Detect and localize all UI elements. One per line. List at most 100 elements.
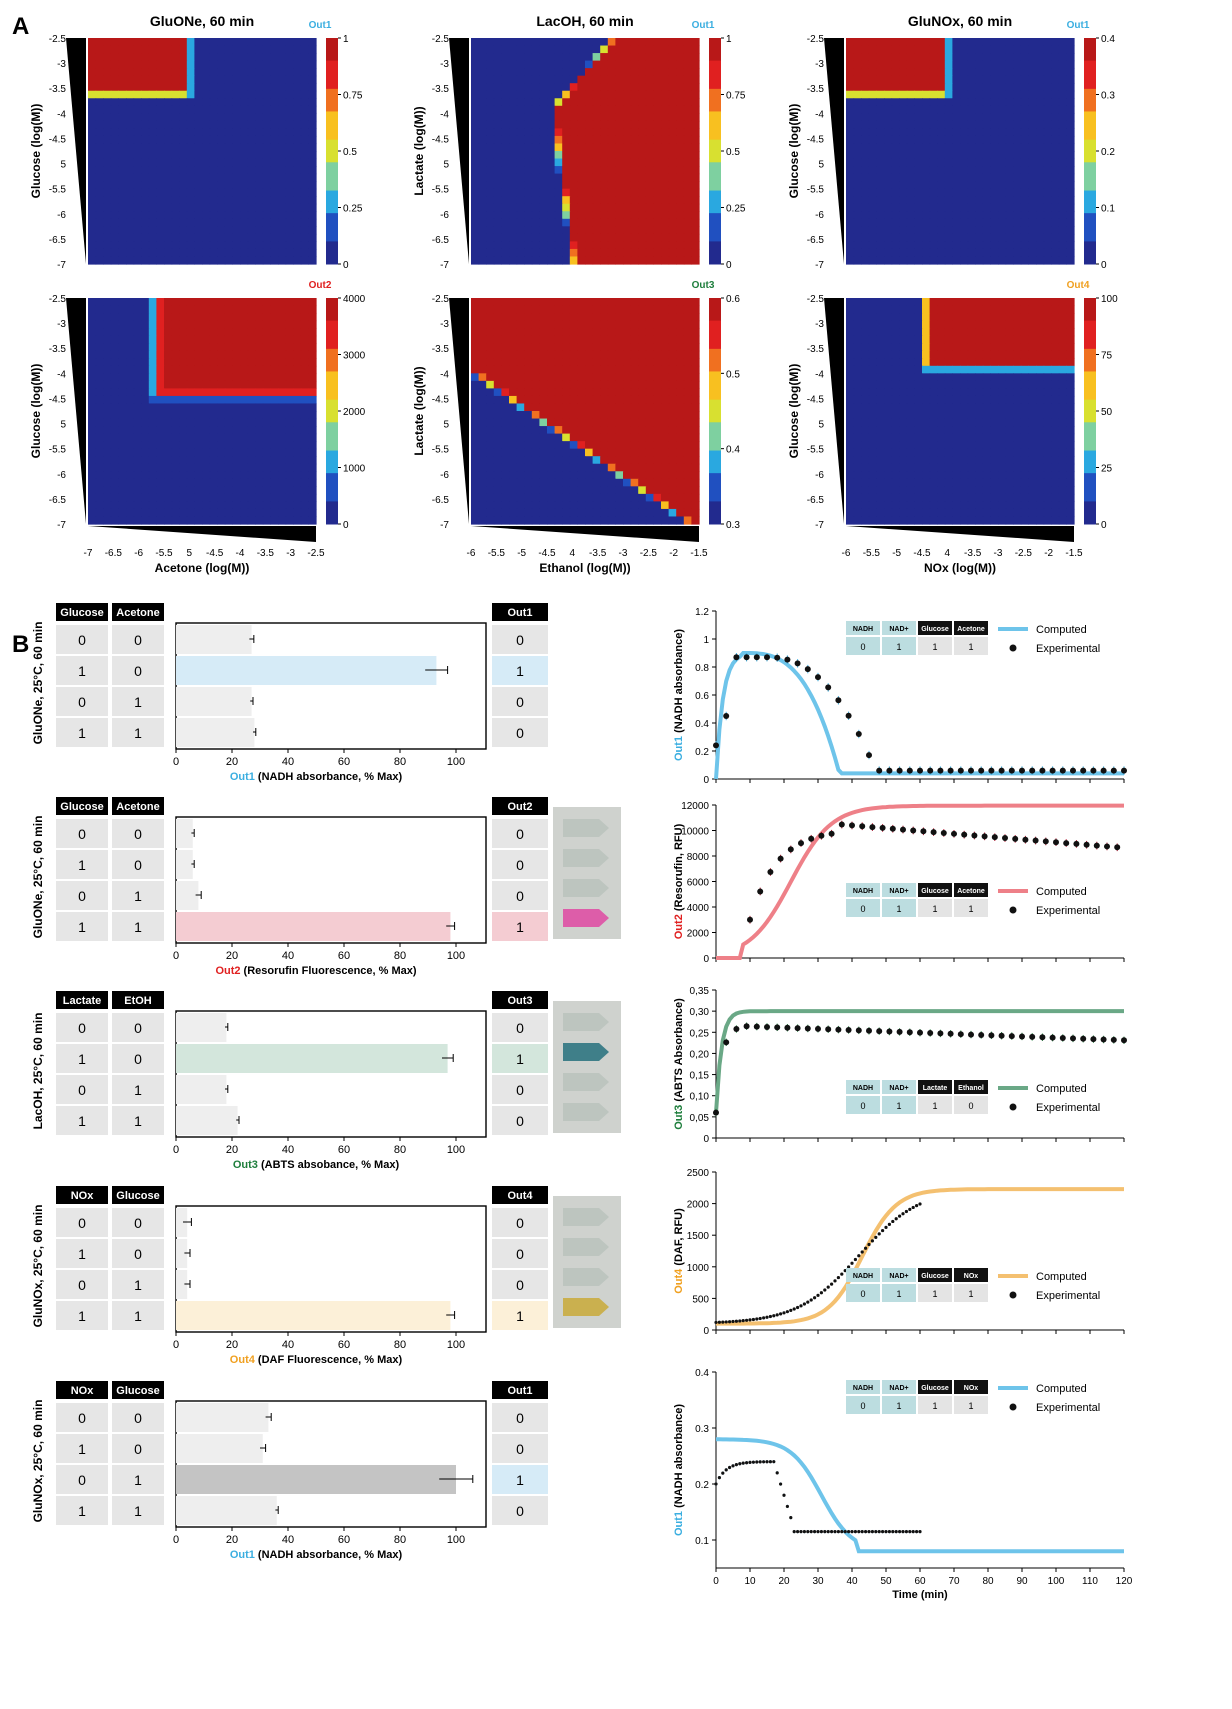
colorbar-label: 0.25: [343, 204, 363, 215]
heatmap-cell: [691, 204, 699, 212]
heatmap-cell: [968, 174, 976, 182]
heatmap-cell: [960, 136, 968, 144]
heatmap-cell: [631, 471, 639, 479]
heatmap-cell: [471, 464, 479, 472]
heatmap-cell: [1059, 226, 1067, 234]
heatmap-cell: [577, 351, 585, 359]
heatmap-cell: [524, 434, 532, 442]
heatmap-cell: [308, 241, 316, 249]
heatmap-cell: [486, 121, 494, 129]
heatmap-cell: [278, 143, 286, 151]
heatmap-cell: [884, 166, 892, 174]
heatmap-cell: [937, 204, 945, 212]
heatmap-cell: [593, 219, 601, 227]
heatmap-cell: [88, 343, 96, 351]
heatmap-cell: [134, 219, 142, 227]
heatmap-cell: [661, 159, 669, 167]
colorbar-segment: [709, 145, 721, 151]
heatmap-cell: [278, 241, 286, 249]
heatmap-cell: [225, 196, 233, 204]
heatmap-cell: [96, 479, 104, 487]
heatmap-cell: [608, 121, 616, 129]
heatmap-cell: [164, 434, 172, 442]
heatmap-cell: [884, 106, 892, 114]
heatmap-cell: [914, 151, 922, 159]
heatmap-cell: [111, 53, 119, 61]
heatmap-cell: [88, 226, 96, 234]
heatmap-cell: [975, 226, 983, 234]
heatmap-cell: [983, 151, 991, 159]
heatmap-cell: [156, 219, 164, 227]
heatmap-cell: [532, 53, 540, 61]
heatmap-cell: [263, 196, 271, 204]
heatmap-cell: [1066, 128, 1074, 136]
heatmap-cell: [88, 98, 96, 106]
heatmap-cell: [899, 226, 907, 234]
heatmap-cell: [684, 68, 692, 76]
heatmap-cell: [118, 189, 126, 197]
heatmap-cell: [623, 336, 631, 344]
heatmap-cell: [172, 249, 180, 257]
heatmap-cell: [555, 321, 563, 329]
heatmap-cell: [286, 486, 294, 494]
heatmap-cell: [202, 373, 210, 381]
heatmap-cell: [301, 494, 309, 502]
heatmap-cell: [301, 388, 309, 396]
heatmap-cell: [631, 234, 639, 242]
heatmap-cell: [286, 494, 294, 502]
heatmap-cell: [270, 321, 278, 329]
heatmap-cell: [585, 403, 593, 411]
colorbar-segment: [709, 309, 721, 315]
heatmap-cell: [217, 403, 225, 411]
heatmap-cell: [202, 298, 210, 306]
heatmap-cell: [172, 204, 180, 212]
colorbar-segment: [709, 168, 721, 174]
heatmap-cell: [301, 181, 309, 189]
heatmap-cell: [471, 343, 479, 351]
heatmap-cell: [111, 166, 119, 174]
heatmap-cell: [286, 343, 294, 351]
heatmap-cell: [684, 181, 692, 189]
heatmap-cell: [501, 106, 509, 114]
heatmap-cell: [998, 204, 1006, 212]
heatmap-cell: [308, 226, 316, 234]
heatmap-cell: [270, 366, 278, 374]
heatmap-cell: [854, 68, 862, 76]
heatmap-cell: [479, 234, 487, 242]
heatmap-cell: [187, 419, 195, 427]
heatmap-cell: [486, 256, 494, 264]
colorbar-segment: [326, 468, 338, 474]
y-tick-label: -3.5: [432, 344, 450, 355]
heatmap-cell: [103, 426, 111, 434]
heatmap-cell: [141, 388, 149, 396]
heatmap-cell: [187, 336, 195, 344]
heatmap-cell: [577, 434, 585, 442]
heatmap-cell: [952, 189, 960, 197]
heatmap-cell: [164, 403, 172, 411]
colorbar-segment: [326, 388, 338, 394]
heatmap-cell: [494, 351, 502, 359]
heatmap-cell: [884, 313, 892, 321]
heatmap-cell: [983, 328, 991, 336]
heatmap-cell: [539, 159, 547, 167]
heatmap-cell: [501, 174, 509, 182]
y-tick-label: -2.5: [432, 294, 450, 305]
heatmap-cell: [585, 381, 593, 389]
heatmap-cell: [479, 219, 487, 227]
heatmap-cell: [638, 76, 646, 84]
heatmap-cell: [1006, 61, 1014, 69]
heatmap-cell: [278, 226, 286, 234]
heatmap-cell: [945, 53, 953, 61]
heatmap-cell: [669, 486, 677, 494]
heatmap-cell: [517, 456, 525, 464]
heatmap-cell: [676, 256, 684, 264]
heatmap-cell: [846, 83, 854, 91]
heatmap-cell: [562, 106, 570, 114]
heatmap-cell: [547, 366, 555, 374]
heatmap-cell: [646, 426, 654, 434]
colorbar-segment: [709, 417, 721, 423]
colorbar-segment: [326, 134, 338, 140]
heatmap-cell: [156, 411, 164, 419]
heatmap-cell: [509, 501, 517, 509]
heatmap-cell: [676, 328, 684, 336]
